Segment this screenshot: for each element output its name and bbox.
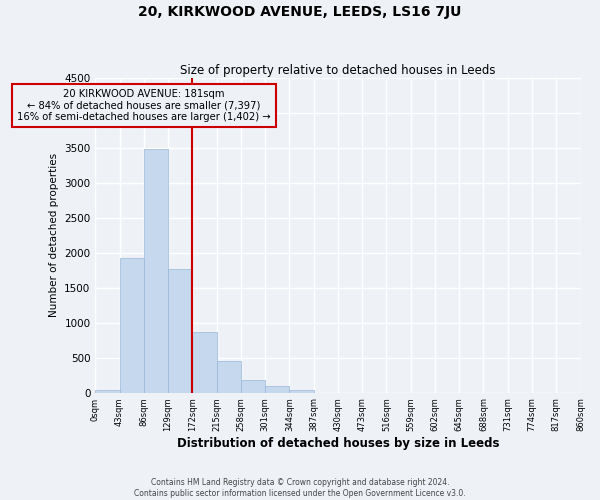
Bar bbox=[289, 390, 314, 392]
Text: Contains HM Land Registry data © Crown copyright and database right 2024.
Contai: Contains HM Land Registry data © Crown c… bbox=[134, 478, 466, 498]
Bar bbox=[168, 269, 193, 392]
Text: 20 KIRKWOOD AVENUE: 181sqm
← 84% of detached houses are smaller (7,397)
16% of s: 20 KIRKWOOD AVENUE: 181sqm ← 84% of deta… bbox=[17, 88, 271, 122]
Bar bbox=[241, 380, 265, 392]
Bar bbox=[193, 332, 217, 392]
Bar bbox=[119, 258, 144, 392]
Y-axis label: Number of detached properties: Number of detached properties bbox=[49, 154, 59, 318]
Title: Size of property relative to detached houses in Leeds: Size of property relative to detached ho… bbox=[180, 64, 496, 77]
X-axis label: Distribution of detached houses by size in Leeds: Distribution of detached houses by size … bbox=[176, 437, 499, 450]
Text: 20, KIRKWOOD AVENUE, LEEDS, LS16 7JU: 20, KIRKWOOD AVENUE, LEEDS, LS16 7JU bbox=[139, 5, 461, 19]
Bar bbox=[95, 390, 119, 392]
Bar bbox=[217, 361, 241, 392]
Bar bbox=[144, 148, 168, 392]
Bar bbox=[265, 386, 289, 392]
